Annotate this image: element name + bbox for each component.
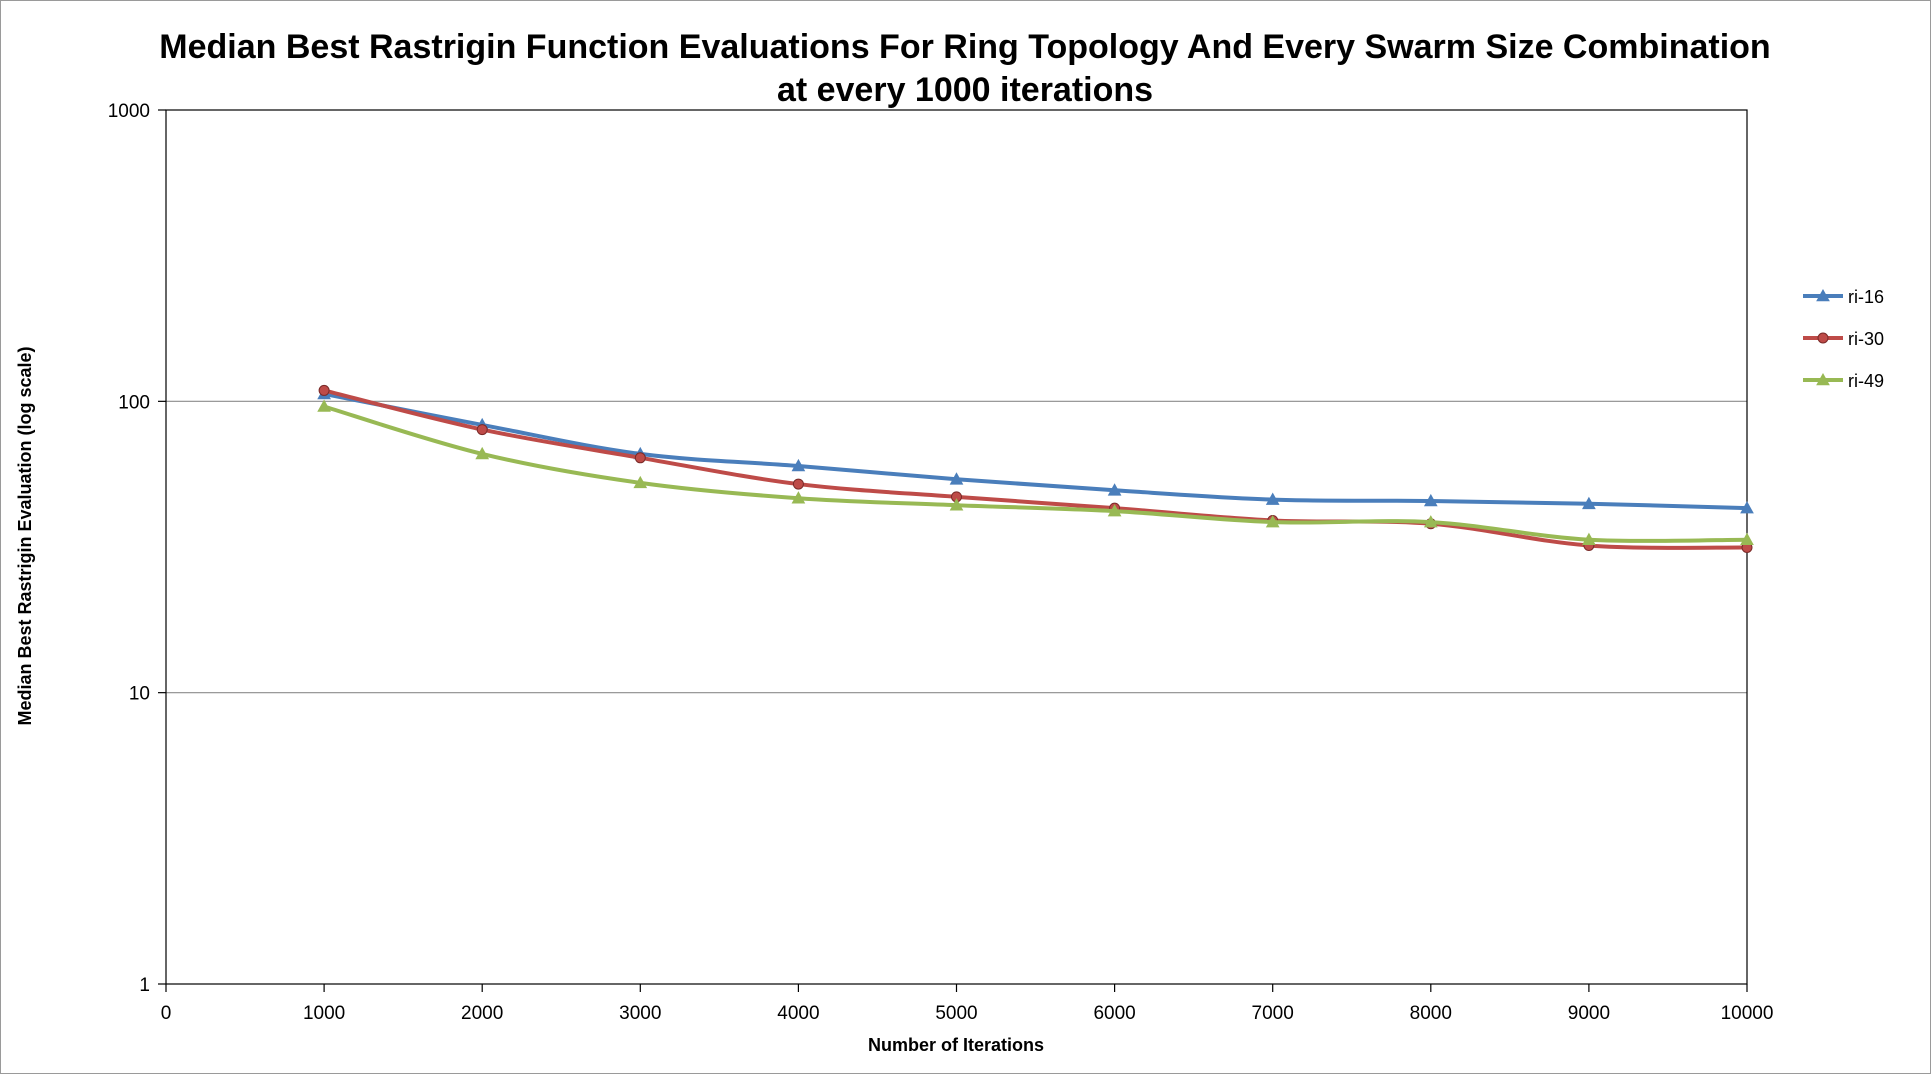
data-point-ri-30: [476, 424, 488, 436]
series-line-ri-16: [323, 391, 1748, 511]
legend-label: ri-49: [1848, 371, 1884, 391]
y-tick-label: 10: [129, 684, 150, 705]
legend: ri-16 ri-30 ri-49: [1803, 287, 1884, 391]
data-point-ri-16: [1582, 496, 1596, 510]
legend-marker: [1816, 372, 1830, 386]
y-tick-label: 1: [139, 975, 150, 996]
chart-title: Median Best Rastrigin Function Evaluatio…: [159, 28, 1770, 66]
x-tick-label: 7000: [1252, 1003, 1294, 1024]
data-point-ri-30: [792, 478, 804, 490]
data-point-ri-49: [1423, 515, 1438, 528]
x-tick-label: 3000: [619, 1003, 661, 1024]
plot-area: [165, 109, 1748, 985]
data-point-ri-49: [1582, 532, 1596, 546]
series-line-ri-49: [323, 404, 1748, 544]
data-point-ri-49: [791, 491, 806, 504]
series-ri-30: [318, 384, 1753, 553]
data-point-ri-49: [475, 446, 490, 460]
series-ri-16: [317, 386, 1754, 514]
data-point-ri-30: [634, 452, 646, 464]
x-tick-label: 1000: [303, 1003, 345, 1024]
series-line-ri-30: [323, 388, 1748, 550]
legend-marker: [1817, 332, 1829, 344]
legend-label: ri-16: [1848, 287, 1884, 307]
data-point-ri-16: [791, 458, 806, 472]
data-point-ri-49: [1265, 515, 1280, 528]
legend-item-ri-16: ri-16: [1803, 287, 1884, 307]
legend-item-ri-30: ri-30: [1803, 329, 1884, 349]
data-point-ri-16: [1423, 493, 1438, 507]
chart-subtitle: at every 1000 iterations: [777, 71, 1153, 109]
series-layer: [317, 384, 1754, 553]
legend-marker: [1816, 288, 1830, 302]
data-point-ri-49: [633, 475, 648, 489]
x-tick-label: 9000: [1568, 1003, 1610, 1024]
x-tick-label: 8000: [1410, 1003, 1452, 1024]
data-point-ri-49: [317, 399, 331, 412]
y-axis-ticks: 1 10 100 1000: [108, 101, 166, 996]
x-axis-label: Number of Iterations: [868, 1035, 1044, 1055]
legend-label: ri-30: [1848, 329, 1884, 349]
legend-item-ri-49: ri-49: [1803, 371, 1884, 391]
x-tick-label: 10000: [1721, 1003, 1774, 1024]
x-tick-label: 6000: [1093, 1003, 1135, 1024]
x-tick-label: 4000: [777, 1003, 819, 1024]
data-point-ri-49: [1740, 532, 1754, 546]
x-tick-label: 5000: [935, 1003, 977, 1024]
data-point-ri-49: [949, 498, 964, 511]
data-point-ri-49: [1107, 504, 1122, 517]
gridlines: [166, 400, 1747, 694]
data-point-ri-16: [949, 472, 964, 485]
x-tick-label: 0: [161, 1003, 172, 1024]
data-point-ri-30: [318, 384, 330, 396]
data-point-ri-16: [1107, 483, 1122, 496]
data-point-ri-16: [1740, 501, 1754, 514]
series-ri-49: [317, 399, 1754, 546]
x-axis-ticks: 0 1000 2000 3000 4000 5000 6000 7000 8000 9000 100…: [161, 984, 1774, 1024]
y-tick-label: 1000: [108, 101, 150, 122]
y-tick-label: 100: [118, 392, 150, 413]
data-point-ri-16: [1265, 492, 1280, 505]
y-axis-label: Median Best Rastrigin Evaluation (log sc…: [15, 346, 35, 725]
x-tick-label: 2000: [461, 1003, 503, 1024]
